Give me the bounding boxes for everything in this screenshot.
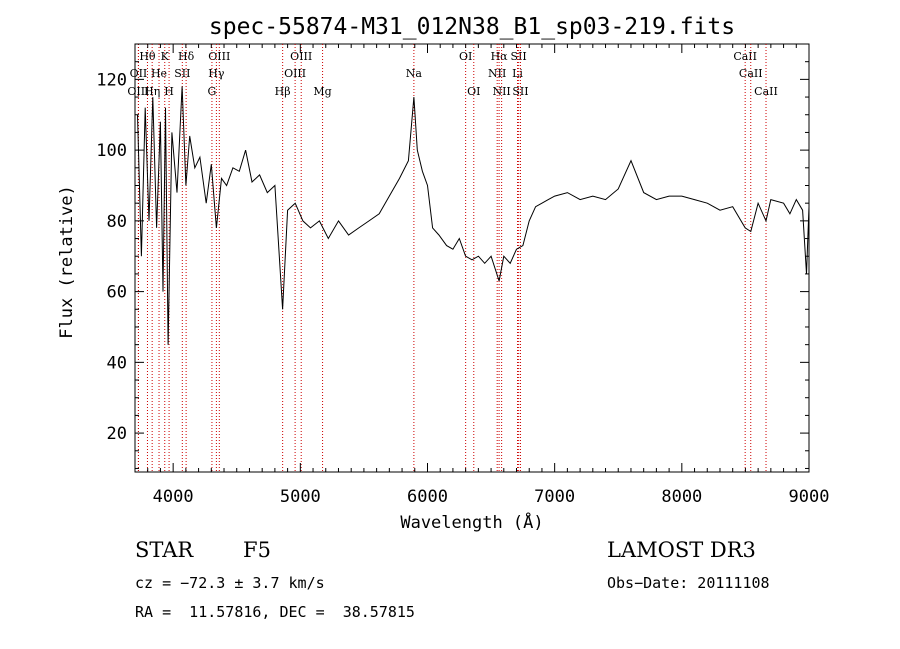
line-label: Mg xyxy=(313,85,331,98)
line-label: OIII xyxy=(290,50,312,63)
redshift-text: cz = −72.3 ± 3.7 km/s xyxy=(135,574,325,592)
line-label: Hβ xyxy=(275,85,291,98)
spectrum-line xyxy=(137,86,810,345)
line-label: OI xyxy=(459,50,472,63)
line-label: OIII xyxy=(284,67,306,80)
y-tick-label: 20 xyxy=(107,424,127,444)
line-label: Hγ xyxy=(208,67,225,80)
x-tick-label: 9000 xyxy=(789,487,830,507)
y-tick-label: 80 xyxy=(107,212,127,232)
line-label: CaII xyxy=(733,50,757,63)
line-label: SII xyxy=(511,50,527,63)
x-tick-label: 8000 xyxy=(661,487,702,507)
line-label: Na xyxy=(406,67,423,80)
plot-frame xyxy=(134,43,810,473)
axis-ticks: 4000 5000 6000 7000 8000 9000 20 40 60 80 100 120 xyxy=(96,43,830,507)
line-label: Hη xyxy=(144,85,160,98)
y-tick-label: 60 xyxy=(107,283,127,303)
line-label: OIII xyxy=(208,50,230,63)
line-label: CaII xyxy=(739,67,763,80)
y-tick-label: 120 xyxy=(96,70,127,90)
line-label: OIII xyxy=(127,85,149,98)
chart-title: spec-55874-M31_012N38_B1_sp03-219.fits xyxy=(209,14,735,40)
survey-label: LAMOST DR3 xyxy=(607,538,756,562)
line-label: OII xyxy=(130,67,148,80)
coordinates-text: RA = 11.57816, DEC = 38.57815 xyxy=(135,603,415,621)
line-label: Hθ xyxy=(139,50,156,63)
x-tick-label: 6000 xyxy=(407,487,448,507)
object-class: STAR xyxy=(135,538,194,562)
line-label: SII xyxy=(174,67,190,80)
y-axis-label: Flux (relative) xyxy=(57,185,77,339)
y-tick-label: 40 xyxy=(107,353,127,373)
line-label: Li xyxy=(512,67,523,80)
line-label: Hα xyxy=(491,50,509,63)
line-label: OI xyxy=(467,85,480,98)
line-label: NII xyxy=(488,67,506,80)
x-axis-label: Wavelength (Å) xyxy=(400,511,543,533)
line-label: NII xyxy=(492,85,510,98)
line-label: G xyxy=(208,85,217,98)
y-tick-label: 100 xyxy=(96,141,127,161)
line-label: K xyxy=(161,50,170,63)
line-label: SII xyxy=(512,85,528,98)
x-tick-label: 7000 xyxy=(534,487,575,507)
object-subclass: F5 xyxy=(243,538,271,562)
line-label: H xyxy=(164,85,174,98)
line-label: CaII xyxy=(754,85,778,98)
obs-date-text: Obs−Date: 20111108 xyxy=(607,574,770,592)
x-tick-label: 4000 xyxy=(153,487,194,507)
line-label: He xyxy=(151,67,167,80)
line-label: Hδ xyxy=(178,50,195,63)
x-tick-label: 5000 xyxy=(280,487,321,507)
